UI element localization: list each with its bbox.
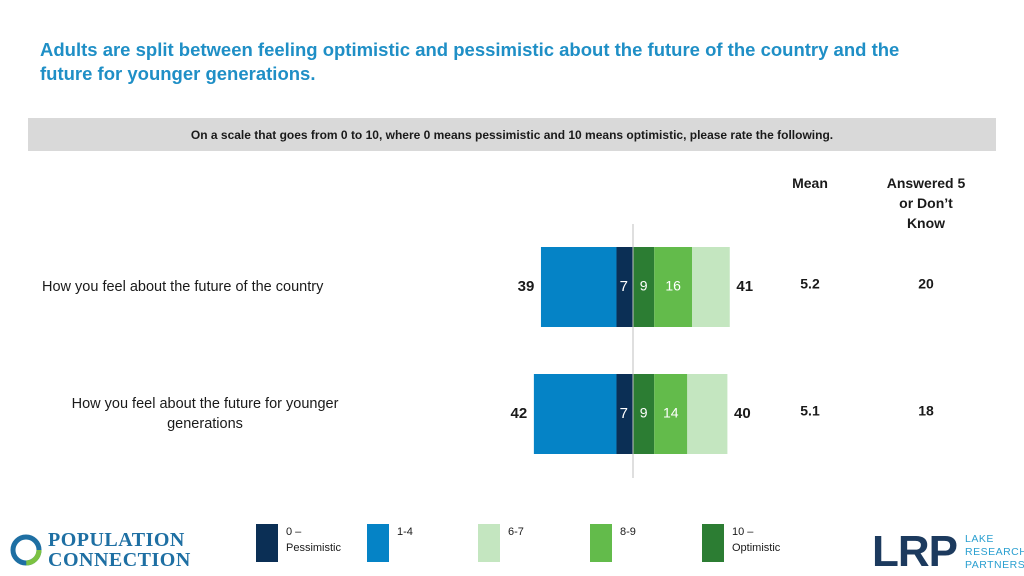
lrp-line1: LAKE [965, 532, 994, 545]
answered-header: Answered 5 or Don’t Know [866, 173, 986, 233]
legend-label-4-line2: Optimistic [732, 542, 781, 554]
legend-swatch-2 [478, 524, 500, 562]
legend-swatch-4 [702, 524, 724, 562]
label-0-row1: 7 [620, 405, 628, 422]
bar-1-4-row1 [533, 374, 617, 454]
row-label-younger: How you feel about the future for younge… [40, 394, 370, 434]
label-8-9-row0: 16 [665, 278, 681, 294]
mean-header: Mean [792, 175, 828, 191]
bar-6-7-row1 [687, 374, 728, 454]
answered-header-line2: or Don’t [899, 195, 953, 211]
bar-10-row1 [633, 374, 655, 454]
label-0-row0: 7 [620, 278, 628, 295]
legend-label-2-line1: 6-7 [508, 526, 524, 538]
legend-item-pessimistic: 0 – Pessimistic [256, 524, 341, 562]
question-text: On a scale that goes from 0 to 10, where… [190, 127, 834, 142]
population-connection-line2: CONNECTION [48, 549, 191, 571]
label-8-9-row1: 14 [663, 405, 679, 421]
population-connection-logo: POPULATION CONNECTION [8, 530, 191, 570]
page-title: Adults are split between feeling optimis… [40, 39, 900, 84]
answered-value-row1: 18 [918, 403, 934, 419]
lrp-mark: LRP [872, 527, 958, 576]
legend-label-0-line2: Pessimistic [286, 542, 342, 554]
legend-item-optimistic: 10 – Optimistic [702, 524, 780, 562]
legend-item-8-9: 8-9 [590, 524, 636, 562]
row-label-younger-line1: How you feel about the future for younge… [71, 396, 339, 412]
row-label-country: How you feel about the future of the cou… [42, 277, 372, 297]
legend-item-1-4: 1-4 [367, 524, 413, 562]
row-label-younger-line2: generations [167, 416, 243, 432]
bar-0-row1 [616, 374, 633, 454]
bar-0-row0 [616, 247, 633, 327]
total-pessimistic-row1: 42 [511, 405, 528, 422]
answered-header-line1: Answered 5 [886, 175, 966, 191]
answered-header-line3: Know [906, 215, 946, 231]
bar-6-7-row0 [692, 247, 730, 327]
mean-value-row1: 5.1 [800, 403, 820, 419]
lrp-line3: PARTNERS [965, 558, 1024, 571]
legend-label-0-line1: 0 – [286, 526, 302, 538]
bar-10-row0 [633, 247, 655, 327]
label-10-row0: 9 [640, 278, 648, 294]
bar-1-4-row0 [540, 247, 617, 327]
population-connection-line1: POPULATION [48, 529, 185, 551]
answered-value-row0: 20 [918, 276, 934, 292]
legend-swatch-3 [590, 524, 612, 562]
total-optimistic-row0: 41 [736, 278, 753, 295]
legend-label-3-line1: 8-9 [620, 526, 636, 538]
lrp-logo: LRP LAKE RESEARCH PARTNERS [872, 530, 1024, 574]
total-optimistic-row1: 40 [734, 405, 751, 422]
bar-8-9-row0 [654, 247, 692, 327]
legend-item-6-7: 6-7 [478, 524, 524, 562]
question-banner: On a scale that goes from 0 to 10, where… [28, 118, 996, 151]
legend-swatch-0 [256, 524, 278, 562]
population-connection-mark-icon [10, 534, 42, 566]
legend-swatch-1 [367, 524, 389, 562]
bar-8-9-row1 [654, 374, 688, 454]
mean-value-row0: 5.2 [800, 276, 820, 292]
row-label-country-text: How you feel about the future of the cou… [42, 279, 324, 295]
legend-label-1-line1: 1-4 [397, 526, 413, 538]
lrp-line2: RESEARCH [965, 545, 1024, 558]
total-pessimistic-row0: 39 [518, 278, 535, 295]
legend-label-4-line1: 10 – [732, 526, 754, 538]
label-10-row1: 9 [640, 405, 648, 421]
